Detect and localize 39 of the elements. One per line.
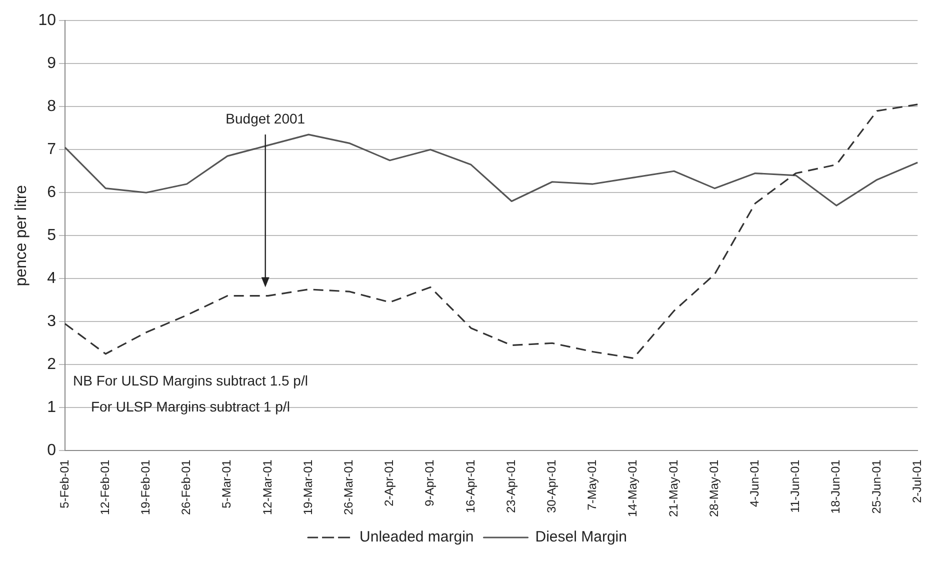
x-tick-label: 5-Feb-01 <box>57 459 72 508</box>
x-tick-label: 4-Jun-01 <box>748 459 762 508</box>
x-tick-label: 26-Mar-01 <box>342 459 356 515</box>
x-tick-label: 19-Mar-01 <box>300 459 315 515</box>
x-tick-label: 16-Apr-01 <box>463 459 478 514</box>
y-tick-label: 10 <box>38 12 56 30</box>
x-tick-label: 30-Apr-01 <box>544 459 559 514</box>
annotation: Budget 2001 <box>226 110 306 126</box>
x-tick-label: 7-May-01 <box>585 459 600 510</box>
annotation: NB For ULSD Margins subtract 1.5 p/l <box>72 372 308 389</box>
y-tick-label: 5 <box>47 227 56 244</box>
x-tick-label: 12-Feb-01 <box>98 459 112 516</box>
annotation: For ULSP Margins subtract 1 p/l <box>90 398 290 415</box>
y-tick-label: 4 <box>47 270 56 288</box>
x-tick-label: 18-Jun-01 <box>828 459 843 514</box>
y-axis-title: pence per litre <box>13 184 30 286</box>
y-tick-label: 8 <box>47 98 56 116</box>
legend-label: Diesel Margin <box>535 528 627 546</box>
x-tick-label: 5-Mar-01 <box>220 459 234 508</box>
x-tick-label: 12-Mar-01 <box>260 459 274 515</box>
x-tick-label: 21-May-01 <box>666 459 680 517</box>
y-tick-label: 1 <box>47 399 56 416</box>
x-tick-label: 25-Jun-01 <box>869 459 884 514</box>
legend-label: Unleaded margin <box>360 528 474 546</box>
y-tick-label: 0 <box>47 442 56 460</box>
x-tick-label: 2-Apr-01 <box>382 459 396 506</box>
x-tick-label: 11-Jun-01 <box>788 459 802 513</box>
y-tick-label: 7 <box>47 141 56 158</box>
x-tick-label: 9-Apr-01 <box>422 459 437 506</box>
y-tick-label: 2 <box>47 356 56 374</box>
y-tick-label: 9 <box>47 55 56 72</box>
x-tick-label: 19-Feb-01 <box>138 459 153 516</box>
x-tick-label: 14-May-01 <box>626 459 640 517</box>
x-tick-label: 26-Feb-01 <box>179 459 194 516</box>
x-tick-label: 23-Apr-01 <box>504 459 518 514</box>
x-tick-label: 28-May-01 <box>706 459 721 517</box>
y-tick-label: 3 <box>47 313 56 330</box>
y-tick-label: 6 <box>47 184 56 202</box>
x-tick-label: 2-Jul-01 <box>910 459 924 503</box>
